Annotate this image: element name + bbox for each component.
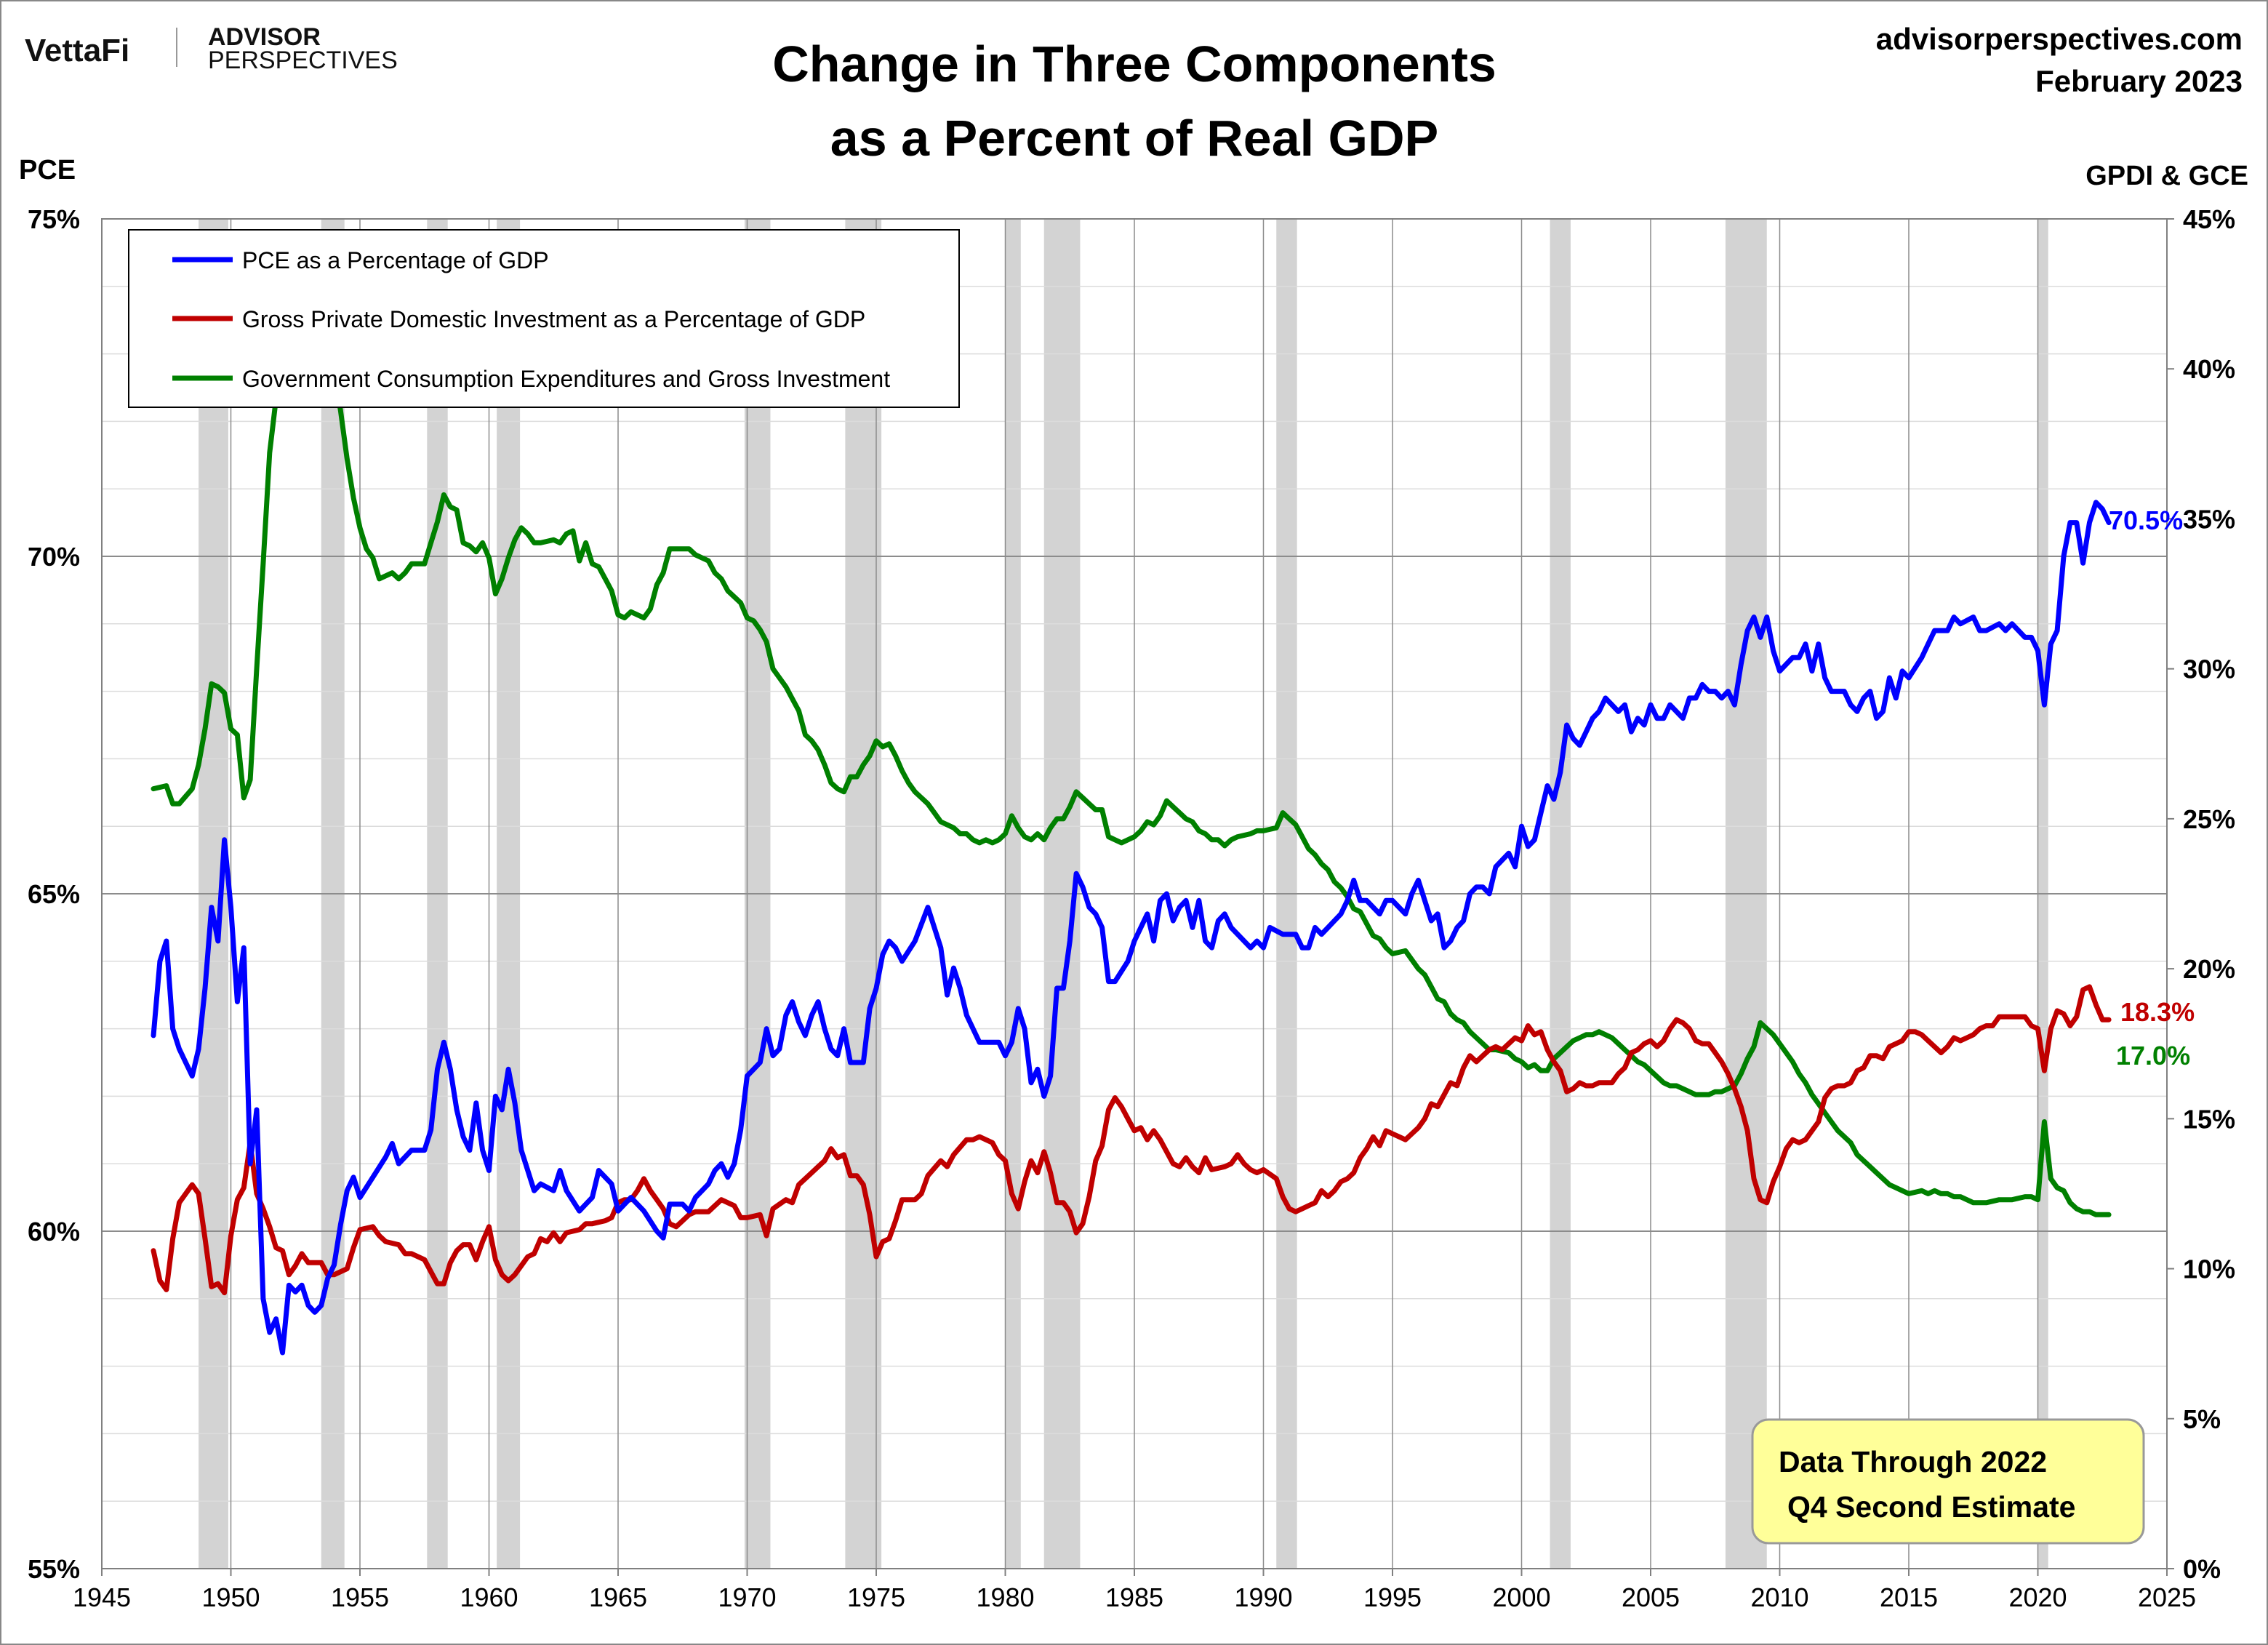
legend-label-gpdi: Gross Private Domestic Investment as a P… xyxy=(242,306,865,332)
x-tick-label: 2020 xyxy=(2008,1582,2067,1612)
y-right-tick-label: 30% xyxy=(2183,655,2235,684)
y-right-tick-label: 15% xyxy=(2183,1104,2235,1134)
x-tick-label: 1950 xyxy=(201,1582,260,1612)
y-axis-right-label: GPDI & GCE xyxy=(2085,161,2248,191)
y-right-tick-label: 35% xyxy=(2183,504,2235,534)
legend-box xyxy=(128,229,960,408)
x-tick-label: 1990 xyxy=(1234,1582,1292,1612)
y-left-tick-label: 60% xyxy=(28,1217,80,1246)
data-note: Data Through 2022 Q4 Second Estimate xyxy=(1751,1418,2145,1545)
x-tick-label: 2025 xyxy=(2138,1582,2196,1612)
y-axis-left: 55% 60% 65% 70% 75% xyxy=(28,204,80,1584)
site-url: advisorperspectives.com xyxy=(1876,22,2243,56)
y-right-tick-label: 25% xyxy=(2183,804,2235,834)
brand-perspectives: PERSPECTIVES xyxy=(208,47,398,74)
y-right-tick-label: 40% xyxy=(2183,354,2235,384)
brand-advisor: ADVISOR xyxy=(208,23,321,51)
series-line-pce xyxy=(151,500,2112,1356)
x-tick-label: 1985 xyxy=(1105,1582,1163,1612)
x-tick-label: 1975 xyxy=(847,1582,905,1612)
x-tick-label: 1970 xyxy=(718,1582,776,1612)
x-tick-label: 2000 xyxy=(1492,1582,1550,1612)
legend: PCE as a Percentage of GDP Gross Private… xyxy=(128,229,960,408)
y-right-tick-label: 5% xyxy=(2183,1404,2221,1434)
x-tick-label: 1945 xyxy=(73,1582,131,1612)
x-axis: 1945 1950 1955 1960 1965 1970 1975 1980 1985 1990… xyxy=(73,1569,2196,1612)
end-label-pce: 70.5% xyxy=(2109,505,2183,535)
y-axis-left-label: PCE xyxy=(19,155,76,185)
publish-date: February 2023 xyxy=(2035,64,2243,98)
gridlines xyxy=(102,219,2167,1569)
legend-label-pce: PCE as a Percentage of GDP xyxy=(242,247,549,273)
y-right-tick-label: 45% xyxy=(2183,204,2235,234)
x-tick-label: 1995 xyxy=(1363,1582,1422,1612)
series-line-gce xyxy=(151,261,2112,1217)
x-tick-label: 1980 xyxy=(976,1582,1034,1612)
x-tick-label: 2015 xyxy=(1880,1582,1938,1612)
x-tick-label: 1965 xyxy=(589,1582,647,1612)
note-line2: Q4 Second Estimate xyxy=(1787,1490,2075,1524)
y-right-tick-label: 10% xyxy=(2183,1254,2235,1284)
legend-label-gce: Government Consumption Expenditures and … xyxy=(242,366,890,392)
y-right-tick-label: 0% xyxy=(2183,1554,2221,1584)
y-right-tick-label: 20% xyxy=(2183,954,2235,984)
note-line1: Data Through 2022 xyxy=(1779,1445,2047,1478)
y-left-tick-label: 70% xyxy=(28,542,80,572)
note-box xyxy=(1751,1418,2145,1545)
x-tick-label: 1955 xyxy=(331,1582,389,1612)
y-left-tick-label: 75% xyxy=(28,204,80,234)
y-left-tick-label: 65% xyxy=(28,879,80,909)
series-lines xyxy=(151,261,2112,1356)
y-left-tick-label: 55% xyxy=(28,1554,80,1584)
x-tick-label: 1960 xyxy=(460,1582,518,1612)
brand-vettafi: VettaFi xyxy=(25,33,129,68)
chart-title-line2: as a Percent of Real GDP xyxy=(830,110,1438,167)
series-line-gpdi xyxy=(151,984,2112,1296)
x-tick-label: 2005 xyxy=(1622,1582,1680,1612)
y-axis-right: 0% 5% 10% 15% 20% 25% 30% 35% 40% 45% xyxy=(2167,204,2235,1584)
chart-title-line1: Change in Three Components xyxy=(772,36,1496,92)
end-label-gpdi: 18.3% xyxy=(2120,997,2195,1027)
x-tick-label: 2010 xyxy=(1750,1582,1808,1612)
end-label-gce: 17.0% xyxy=(2116,1041,2190,1070)
